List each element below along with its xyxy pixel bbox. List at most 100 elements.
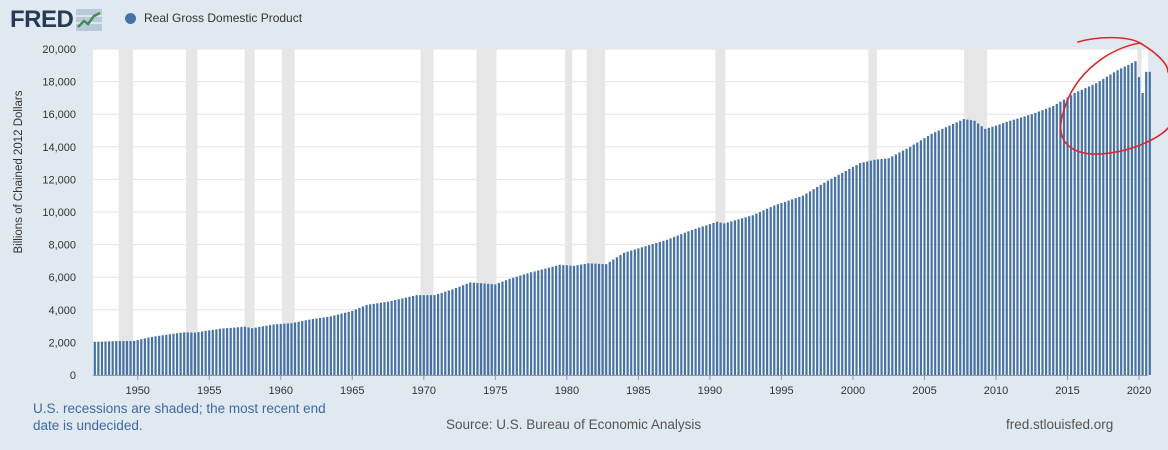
gdp-bar (694, 228, 697, 375)
gdp-bar (1084, 88, 1087, 376)
gdp-bar (390, 300, 393, 375)
gdp-bar (186, 332, 189, 375)
gdp-bar (147, 337, 150, 375)
x-tick-label: 1980 (555, 385, 579, 397)
x-tick-label: 2015 (1055, 385, 1079, 397)
gdp-bar (533, 271, 536, 375)
gdp-bar (926, 135, 930, 375)
chart-legend[interactable]: Real Gross Domestic Product (125, 11, 302, 25)
gdp-bar (959, 120, 962, 375)
gdp-bar (658, 241, 661, 375)
gdp-bar (547, 267, 551, 375)
gdp-bar (851, 167, 855, 375)
gdp-bar (211, 329, 214, 375)
gdp-bar (798, 196, 801, 375)
gdp-bar (712, 222, 715, 375)
gdp-bar (451, 289, 454, 375)
gdp-bar (805, 193, 808, 375)
fred-logo[interactable]: FRED (10, 6, 103, 34)
gdp-bar (884, 158, 887, 375)
gdp-bar (665, 239, 669, 375)
gdp-bar (215, 329, 218, 375)
gdp-bar (1023, 116, 1026, 375)
gdp-bar (1044, 108, 1048, 376)
gdp-bar (912, 144, 915, 375)
gdp-bar (1116, 70, 1119, 375)
gdp-bar (705, 225, 708, 375)
gdp-bar (984, 128, 987, 375)
x-tick-label: 2010 (984, 385, 1008, 397)
gdp-bar (297, 321, 300, 375)
gdp-bar (340, 313, 343, 375)
gdp-bar (247, 327, 250, 375)
gdp-bar (519, 275, 522, 375)
y-tick-label: 2,000 (48, 337, 76, 349)
gdp-bar (1027, 115, 1030, 375)
gdp-bar (748, 216, 751, 375)
gdp-bar (955, 122, 958, 375)
gdp-bar (1112, 72, 1116, 375)
gdp-bar (766, 208, 769, 375)
gdp-bar (826, 180, 830, 375)
gdp-bar (794, 198, 797, 375)
gdp-bar (808, 191, 812, 375)
gdp-bar (522, 274, 526, 375)
gdp-bar (204, 330, 207, 375)
y-tick-label: 14,000 (42, 142, 76, 154)
gdp-bar (730, 221, 733, 375)
gdp-bar (512, 277, 515, 375)
site-credit[interactable]: fred.stlouisfed.org (1006, 417, 1114, 432)
gdp-bar (515, 276, 518, 375)
gdp-bar (136, 340, 139, 375)
gdp-bar (812, 189, 815, 375)
gdp-bar (133, 340, 136, 375)
gdp-bar (315, 318, 318, 375)
gdp-bar (526, 273, 529, 375)
gdp-bar (161, 335, 164, 375)
gdp-bar (590, 263, 593, 375)
gdp-bar (379, 302, 382, 375)
gdp-bar (601, 263, 604, 375)
gdp-bar (773, 205, 776, 375)
gdp-bar (844, 170, 847, 375)
gdp-bar (383, 302, 386, 375)
gdp-bar (537, 270, 540, 375)
gdp-bar (876, 159, 880, 375)
gdp-bar (1041, 110, 1044, 375)
gdp-bar (236, 327, 239, 375)
gdp-bar (304, 320, 307, 375)
gdp-bar (973, 120, 976, 375)
gdp-bar (980, 126, 983, 375)
gdp-bar (111, 341, 114, 375)
gdp-bar (894, 154, 897, 375)
gdp-bar (680, 234, 683, 375)
gdp-bar (394, 300, 397, 375)
gdp-bar (501, 281, 504, 375)
legend-label: Real Gross Domestic Product (144, 11, 303, 25)
gdp-bar (222, 328, 225, 375)
gdp-bar (723, 223, 726, 375)
gdp-bar (909, 146, 912, 375)
gdp-bar (791, 199, 794, 375)
gdp-bar (318, 317, 322, 375)
gdp-bar (1034, 112, 1037, 375)
gdp-bar (569, 265, 572, 375)
gdp-bar (987, 127, 990, 376)
x-tick-label: 1955 (197, 385, 221, 397)
x-tick-label: 1995 (769, 385, 793, 397)
gdp-bar (419, 295, 422, 375)
gdp-bar (107, 341, 111, 375)
gdp-bar (1130, 63, 1134, 375)
gdp-bar (397, 299, 400, 375)
gdp-bar (1145, 71, 1148, 375)
logo-text: FRED (10, 6, 74, 33)
gdp-bar (408, 296, 411, 375)
gdp-bar (376, 303, 379, 375)
gdp-bar (447, 290, 450, 375)
gdp-bar (848, 168, 851, 375)
gdp-bar (1052, 106, 1055, 376)
gdp-bar (937, 130, 940, 375)
x-tick-label: 2000 (841, 385, 865, 397)
gdp-bar (1012, 119, 1015, 375)
gdp-bar (329, 316, 332, 375)
